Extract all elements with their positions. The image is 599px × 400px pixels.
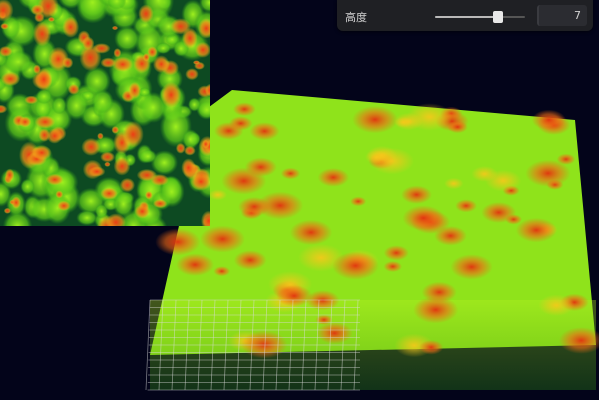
height-slider-thumb[interactable] bbox=[493, 11, 503, 23]
height-value: 7 bbox=[574, 9, 581, 22]
surface-hot-spots bbox=[155, 102, 599, 359]
height-slider[interactable] bbox=[435, 11, 525, 23]
height-value-field[interactable]: 7 bbox=[537, 5, 587, 26]
surface-base bbox=[150, 90, 596, 355]
surface-mesh bbox=[145, 90, 599, 391]
heatmap-preview bbox=[0, 0, 210, 226]
height-control-panel: 高度 7 bbox=[337, 0, 593, 31]
height-slider-fill bbox=[435, 16, 498, 18]
floor-grid bbox=[145, 299, 360, 391]
height-label: 高度 bbox=[345, 11, 367, 24]
